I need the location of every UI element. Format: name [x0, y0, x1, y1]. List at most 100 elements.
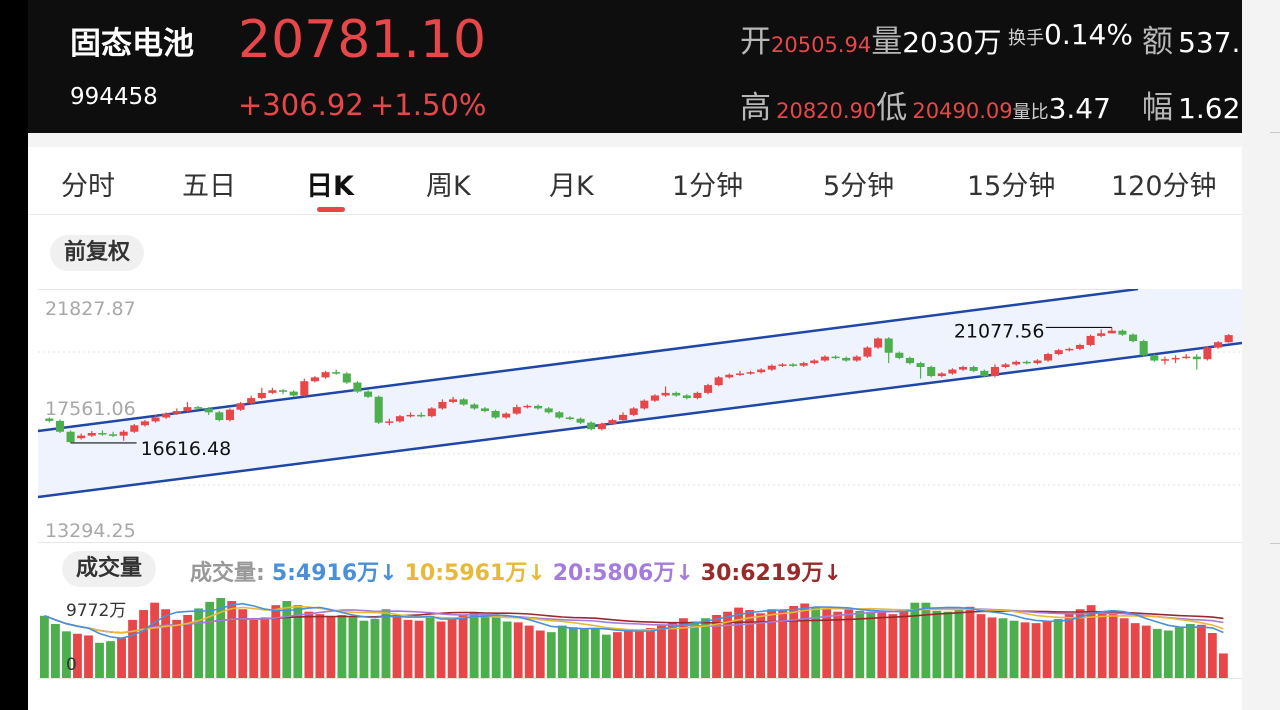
- ma20-label: 20:5806万↓: [552, 561, 694, 586]
- y-axis-label-min: 13294.25: [45, 520, 136, 542]
- candle: [735, 373, 744, 375]
- tab-five-day[interactable]: 五日: [182, 171, 236, 202]
- volume-bar: [811, 606, 821, 678]
- volume-bar: [800, 603, 810, 678]
- tab-monthly-k[interactable]: 月K: [549, 171, 594, 202]
- tab-1min[interactable]: 1分钟: [672, 171, 744, 202]
- candle: [916, 363, 925, 367]
- tab-15min[interactable]: 15分钟: [967, 171, 1056, 202]
- volume-bar: [370, 619, 380, 678]
- volume-bar: [778, 610, 788, 678]
- amplitude-value: 1.62%: [1178, 92, 1242, 125]
- candle: [279, 390, 288, 392]
- frame-tick: [1270, 132, 1280, 133]
- volume-bar: [943, 611, 953, 678]
- volume-bar: [601, 634, 611, 678]
- tab-intraday[interactable]: 分时: [61, 171, 115, 202]
- candle: [215, 412, 224, 421]
- candle: [470, 404, 479, 409]
- volume-bar: [1020, 622, 1030, 678]
- candle: [1224, 335, 1233, 343]
- tab-daily-k[interactable]: 日K: [306, 171, 354, 202]
- candle: [109, 434, 118, 436]
- candle: [831, 356, 840, 359]
- volume-bar: [899, 609, 909, 678]
- candle: [98, 433, 107, 435]
- volume-bar: [976, 614, 986, 678]
- volume-bar: [690, 621, 699, 678]
- tab-weekly-k[interactable]: 周K: [426, 171, 471, 202]
- candle: [77, 435, 86, 439]
- candle: [427, 408, 436, 417]
- volume-bar: [150, 602, 159, 678]
- volume-bar: [1075, 609, 1085, 678]
- right-frame: [1242, 0, 1280, 710]
- volume-bar: [304, 611, 314, 678]
- candle: [820, 356, 829, 361]
- ma5-label: 5:4916万↓: [271, 561, 398, 586]
- candle: [597, 423, 606, 430]
- candle: [1171, 357, 1180, 360]
- volume-bar: [1009, 620, 1019, 678]
- left-frame: [0, 0, 28, 710]
- candle: [905, 357, 914, 364]
- separator: [28, 133, 1242, 147]
- volume-bar: [469, 612, 479, 678]
- volume-bar: [414, 620, 424, 678]
- candle: [672, 392, 681, 396]
- adjust-mode-button[interactable]: 前复权: [50, 235, 145, 271]
- volume-bar: [282, 601, 292, 678]
- volume-bar: [1053, 619, 1063, 678]
- candle: [852, 356, 861, 361]
- period-tabs: 分时 五日 日K 周K 月K 1分钟 5分钟 15分钟 120分钟: [28, 147, 1242, 215]
- candle: [480, 408, 489, 412]
- volume-bar: [1207, 632, 1217, 678]
- candle: [1075, 344, 1084, 349]
- candle: [693, 392, 702, 399]
- vol-ratio-value: 3.47: [1048, 92, 1111, 125]
- candle: [1033, 360, 1042, 364]
- volume-bar: [117, 637, 126, 678]
- stats-row-1: 开20505.94量2030万: [740, 16, 1001, 61]
- tab-120min[interactable]: 120分钟: [1111, 171, 1217, 202]
- candle: [714, 377, 723, 386]
- y-axis-label-mid: 17561.06: [45, 398, 136, 420]
- candle: [1182, 356, 1191, 359]
- candle: [959, 366, 968, 370]
- candle: [863, 347, 872, 357]
- volume-bar: [260, 617, 270, 678]
- quote-header: 固态电池 994458 20781.10 +306.92 +1.50% 开205…: [28, 0, 1242, 133]
- volume-bar: [447, 618, 457, 678]
- amplitude: 幅 1.62%: [1142, 82, 1242, 127]
- volume-ma-legend: 成交量: 5:4916万↓ 10:5961万↓ 20:5806万↓ 30:621…: [190, 555, 842, 587]
- volume-bar: [40, 615, 49, 678]
- candle: [1214, 342, 1223, 348]
- volume-bar: [954, 610, 964, 678]
- volume-bar: [535, 630, 545, 678]
- volume-bar: [987, 617, 997, 678]
- volume-indicator-button[interactable]: 成交量: [62, 551, 157, 587]
- volume-bar: [877, 612, 887, 678]
- volume-bar: [932, 610, 942, 678]
- volume-bar: [194, 608, 204, 678]
- candle: [1160, 359, 1169, 361]
- volume-bar: [502, 621, 512, 678]
- volume-bar: [1097, 611, 1107, 678]
- volume-chart[interactable]: 9772万 0: [38, 592, 1242, 680]
- candle: [1054, 350, 1063, 355]
- candle: [842, 357, 851, 361]
- volume-bar: [734, 607, 743, 678]
- candle: [119, 431, 128, 436]
- candle: [789, 364, 798, 366]
- kline-chart[interactable]: 21827.87 17561.06 13294.25 21077.56 16616.48: [38, 289, 1242, 543]
- vol-ratio-label: 量比: [1012, 102, 1049, 123]
- volume-bar: [271, 605, 281, 678]
- candle: [417, 414, 426, 417]
- ma30-label: 30:6219万↓: [700, 561, 842, 586]
- volume-bar: [106, 641, 115, 678]
- amount: 额 537.0: [1142, 16, 1242, 61]
- volume-bar: [1152, 628, 1162, 678]
- volume-ma20-line: [44, 608, 1224, 634]
- tab-5min[interactable]: 5分钟: [823, 171, 895, 202]
- high-value: 20820.90: [776, 99, 877, 123]
